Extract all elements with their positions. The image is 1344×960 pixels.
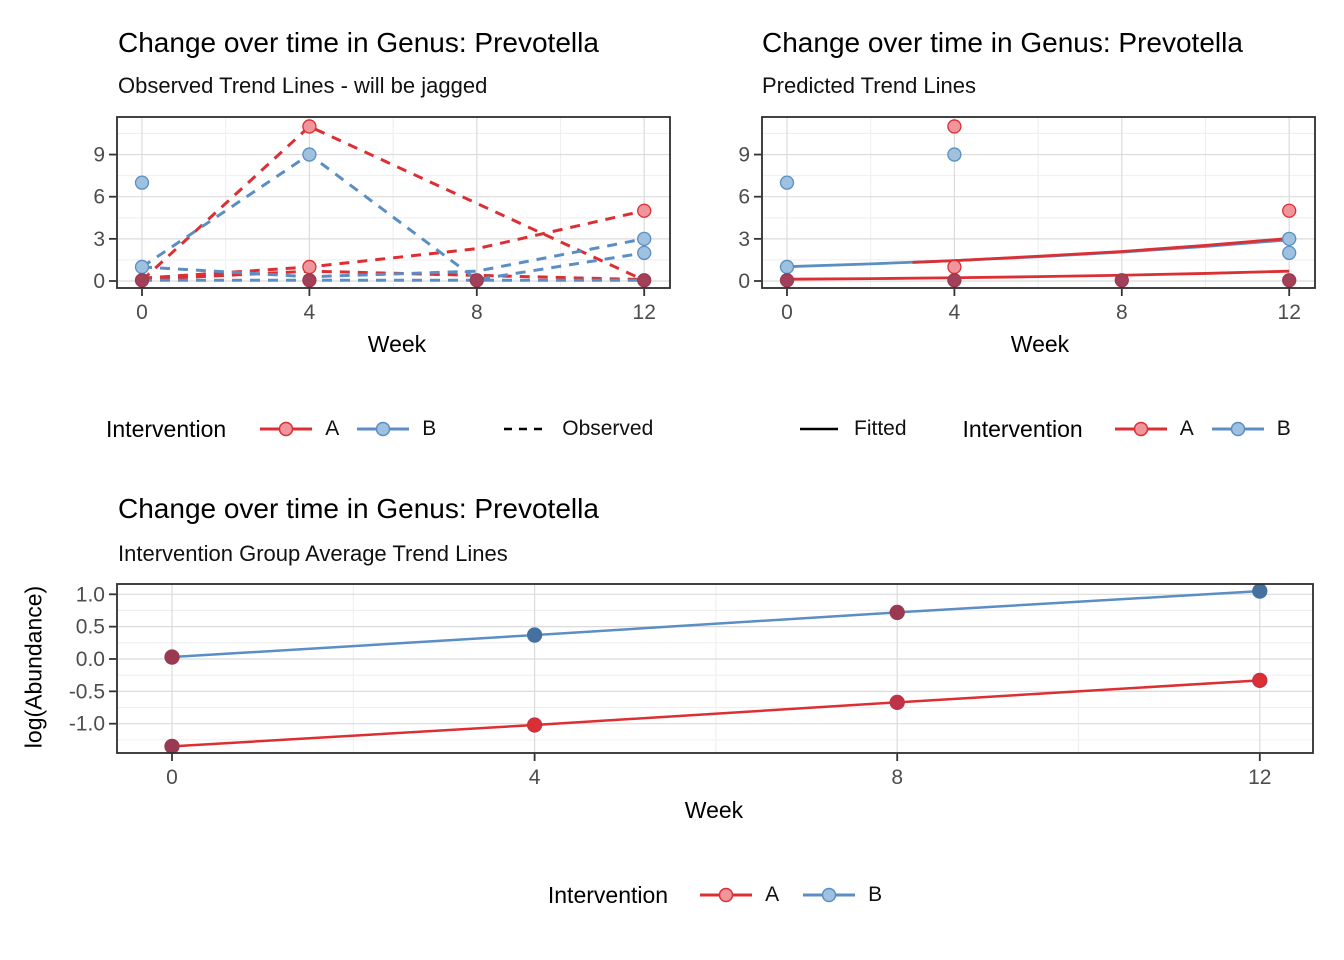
- legend-key-observed-linetype: [504, 427, 547, 431]
- legend-key-fitted-linetype: [800, 427, 838, 431]
- svg-text:8: 8: [891, 766, 903, 789]
- observed-chart-subtitle: Observed Trend Lines - will be jagged: [118, 73, 488, 98]
- legend-key-intervention-a: [260, 421, 313, 437]
- svg-text:0: 0: [136, 301, 148, 324]
- svg-text:-1.0: -1.0: [69, 713, 105, 736]
- observed-legend-title: Intervention: [106, 415, 227, 442]
- predicted-chart-subtitle: Predicted Trend Lines: [762, 73, 977, 98]
- svg-text:0: 0: [166, 766, 178, 789]
- svg-text:4: 4: [949, 301, 961, 324]
- average-chart-title: Change over time in Genus: Prevotella: [118, 493, 599, 524]
- svg-text:8: 8: [471, 301, 483, 324]
- observed-legend-label-b: B: [422, 417, 437, 440]
- svg-text:0: 0: [738, 270, 750, 293]
- svg-text:12: 12: [1248, 766, 1271, 789]
- svg-text:0: 0: [93, 270, 105, 293]
- observed-x-axis-title: Week: [367, 331, 427, 357]
- svg-text:3: 3: [93, 228, 105, 251]
- svg-text:12: 12: [633, 301, 656, 324]
- average-legend-title: Intervention: [547, 881, 669, 908]
- average-legend: Intervention A B: [117, 879, 1313, 911]
- legend-key-intervention-b: [803, 887, 856, 903]
- svg-text:3: 3: [738, 228, 750, 251]
- svg-text:8: 8: [1116, 301, 1128, 324]
- predicted-x-axis-title: Week: [1010, 331, 1070, 357]
- observed-legend-label-a: A: [325, 417, 340, 440]
- svg-text:6: 6: [93, 186, 105, 209]
- svg-text:9: 9: [93, 144, 105, 167]
- average-chart-subtitle: Intervention Group Average Trend Lines: [118, 541, 508, 566]
- svg-text:-0.5: -0.5: [69, 680, 105, 703]
- svg-text:0.0: 0.0: [76, 648, 105, 671]
- average-legend-label-b: B: [868, 883, 883, 906]
- observed-legend-label-linetype: Observed: [562, 417, 654, 440]
- svg-text:1.0: 1.0: [76, 583, 105, 606]
- legend-key-intervention-b: [357, 421, 410, 437]
- predicted-legend-label-linetype: Fitted: [854, 417, 907, 440]
- legend-key-intervention-a: [700, 887, 753, 903]
- svg-text:4: 4: [304, 301, 316, 324]
- observed-legend: Intervention A B Observed: [106, 413, 653, 445]
- predicted-legend-label-a: A: [1179, 417, 1194, 440]
- svg-text:6: 6: [738, 186, 750, 209]
- average-y-axis-title: log(Abundance): [20, 585, 47, 749]
- svg-text:12: 12: [1278, 301, 1301, 324]
- average-x-axis-title: Week: [684, 797, 744, 823]
- legend-key-intervention-a: [1114, 421, 1167, 437]
- svg-text:0.5: 0.5: [76, 616, 105, 639]
- predicted-chart-title: Change over time in Genus: Prevotella: [762, 27, 1243, 58]
- observed-chart-title: Change over time in Genus: Prevotella: [118, 27, 599, 58]
- average-legend-label-a: A: [765, 883, 780, 906]
- predicted-legend-label-b: B: [1276, 417, 1291, 440]
- predicted-legend-title: Intervention: [962, 415, 1083, 442]
- svg-text:9: 9: [738, 144, 750, 167]
- svg-text:0: 0: [781, 301, 793, 324]
- predicted-legend: Fitted Intervention A B: [798, 413, 1291, 445]
- legend-key-intervention-b: [1211, 421, 1264, 437]
- svg-text:4: 4: [529, 766, 541, 789]
